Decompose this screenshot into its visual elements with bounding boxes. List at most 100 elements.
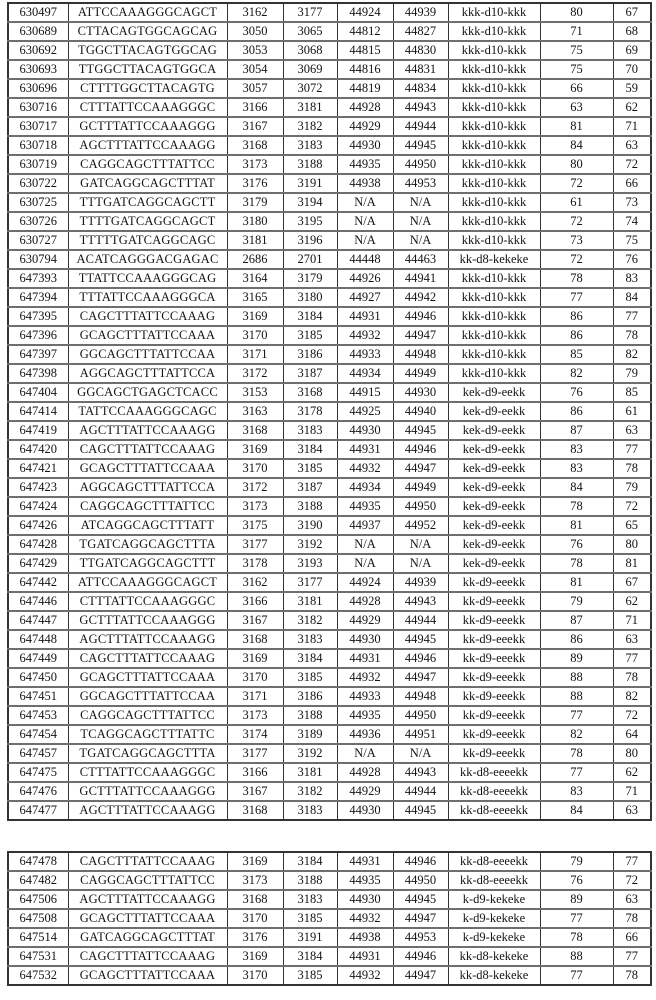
- cell-inhibition-a: 81: [539, 515, 613, 535]
- cell-inhibition-a: 72: [539, 249, 613, 269]
- cell-inhibition-b: 78: [612, 908, 651, 928]
- cell-start-site-b: N/A: [336, 211, 393, 231]
- cell-stop-site-a: 3183: [282, 889, 337, 909]
- cell-start-site-a: 3174: [226, 724, 283, 744]
- cell-inhibition-a: 77: [539, 762, 613, 782]
- cell-isis-number: 647453: [8, 705, 68, 725]
- cell-inhibition-a: 86: [539, 629, 613, 649]
- cell-inhibition-a: 87: [539, 420, 613, 440]
- cell-start-site-a: 3164: [226, 268, 283, 288]
- cell-inhibition-a: 78: [539, 743, 613, 763]
- cell-inhibition-a: 81: [539, 572, 613, 592]
- cell-stop-site-a: 3191: [282, 173, 337, 193]
- cell-start-site-a: 3057: [226, 78, 283, 98]
- cell-inhibition-a: 79: [539, 591, 613, 611]
- cell-start-site-b: 44938: [336, 927, 393, 947]
- table-row: 647447 GCTTTATTCCAAAGGG 3167 3182 44929 44944…: [8, 610, 651, 630]
- cell-sequence: CAGCTTTATTCCAAAG: [67, 306, 227, 326]
- table-row: 647429 TTGATCAGGCAGCTTT 3178 3193 N/A N/A kek-…: [8, 553, 651, 573]
- cell-inhibition-b: 81: [612, 553, 651, 573]
- cell-sequence: TCAGGCAGCTTTATTC: [67, 724, 227, 744]
- cell-stop-site-a: 3192: [282, 534, 337, 554]
- cell-inhibition-b: 72: [612, 154, 651, 174]
- cell-sequence: GGCAGCTTTATTCCAA: [67, 344, 227, 364]
- cell-start-site-b: 44931: [336, 852, 393, 871]
- cell-sequence: CAGGCAGCTTTATTCC: [67, 154, 227, 174]
- cell-chemistry-motif: kk-d8-eeeekk: [447, 870, 540, 890]
- cell-start-site-a: 3172: [226, 363, 283, 383]
- table-row: 630693 TTGGCTTACAGTGGCA 3054 3069 44816 44831…: [8, 59, 651, 79]
- cell-inhibition-a: 84: [539, 477, 613, 497]
- table-row: 647508 GCAGCTTTATTCCAAA 3170 3185 44932 44947…: [8, 908, 651, 928]
- table-row: 630727 TTTTTGATCAGGCAGC 3181 3196 N/A N/A kkk-…: [8, 230, 651, 250]
- cell-inhibition-b: 76: [612, 249, 651, 269]
- cell-sequence: ACATCAGGGACGAGAC: [67, 249, 227, 269]
- cell-inhibition-b: 77: [612, 306, 651, 326]
- cell-inhibition-a: 76: [539, 870, 613, 890]
- cell-start-site-a: 3166: [226, 97, 283, 117]
- cell-isis-number: 647447: [8, 610, 68, 630]
- cell-sequence: GCAGCTTTATTCCAAA: [67, 325, 227, 345]
- cell-start-site-b: 44931: [336, 306, 393, 326]
- cell-start-site-a: 2686: [226, 249, 283, 269]
- cell-start-site-a: 3166: [226, 591, 283, 611]
- cell-stop-site-a: 3179: [282, 268, 337, 288]
- cell-inhibition-a: 73: [539, 230, 613, 250]
- cell-stop-site-a: 3193: [282, 553, 337, 573]
- table-row: 647421 GCAGCTTTATTCCAAA 3170 3185 44932 44947…: [8, 458, 651, 478]
- cell-inhibition-b: 77: [612, 852, 651, 871]
- cell-inhibition-a: 78: [539, 496, 613, 516]
- cell-stop-site-a: 3181: [282, 762, 337, 782]
- cell-isis-number: 647451: [8, 686, 68, 706]
- cell-stop-site-b: N/A: [392, 211, 448, 231]
- cell-inhibition-a: 87: [539, 610, 613, 630]
- cell-sequence: TTTGATCAGGCAGCTT: [67, 192, 227, 212]
- cell-chemistry-motif: kek-d9-eekk: [447, 382, 540, 402]
- cell-start-site-b: N/A: [336, 230, 393, 250]
- cell-isis-number: 647404: [8, 382, 68, 402]
- cell-inhibition-b: 59: [612, 78, 651, 98]
- cell-isis-number: 647398: [8, 363, 68, 383]
- cell-stop-site-a: 3182: [282, 781, 337, 801]
- cell-chemistry-motif: k-d9-kekeke: [447, 908, 540, 928]
- cell-stop-site-a: 3068: [282, 40, 337, 60]
- cell-inhibition-b: 72: [612, 705, 651, 725]
- cell-inhibition-b: 72: [612, 870, 651, 890]
- cell-chemistry-motif: kek-d9-eekk: [447, 477, 540, 497]
- cell-chemistry-motif: kk-d8-kekeke: [447, 965, 540, 985]
- cell-isis-number: 647514: [8, 927, 68, 947]
- cell-sequence: AGCTTTATTCCAAAGG: [67, 629, 227, 649]
- cell-stop-site-b: 44945: [392, 420, 448, 440]
- cell-chemistry-motif: kk-d8-eeeekk: [447, 852, 540, 871]
- cell-isis-number: 647475: [8, 762, 68, 782]
- cell-isis-number: 647394: [8, 287, 68, 307]
- cell-start-site-b: 44930: [336, 135, 393, 155]
- cell-isis-number: 647424: [8, 496, 68, 516]
- cell-sequence: GCTTTATTCCAAAGGG: [67, 781, 227, 801]
- cell-isis-number: 647477: [8, 800, 68, 820]
- cell-stop-site-a: 2701: [282, 249, 337, 269]
- cell-isis-number: 647508: [8, 908, 68, 928]
- table-row: 630725 TTTGATCAGGCAGCTT 3179 3194 N/A N/A kkk-…: [8, 192, 651, 212]
- cell-isis-number: 630689: [8, 21, 68, 41]
- table-row: 647419 AGCTTTATTCCAAAGG 3168 3183 44930 44945…: [8, 420, 651, 440]
- cell-inhibition-b: 66: [612, 173, 651, 193]
- cell-stop-site-a: 3182: [282, 116, 337, 136]
- cell-chemistry-motif: kk-d9-eeekk: [447, 724, 540, 744]
- cell-sequence: CTTACAGTGGCAGCAG: [67, 21, 227, 41]
- cell-stop-site-a: 3177: [282, 572, 337, 592]
- cell-stop-site-b: 44950: [392, 154, 448, 174]
- cell-sequence: AGCTTTATTCCAAAGG: [67, 889, 227, 909]
- cell-stop-site-b: 44951: [392, 724, 448, 744]
- cell-inhibition-a: 75: [539, 40, 613, 60]
- cell-inhibition-b: 78: [612, 458, 651, 478]
- cell-stop-site-b: 44939: [392, 572, 448, 592]
- cell-inhibition-b: 77: [612, 439, 651, 459]
- cell-stop-site-a: 3072: [282, 78, 337, 98]
- cell-chemistry-motif: kkk-d10-kkk: [447, 78, 540, 98]
- cell-chemistry-motif: kkk-d10-kkk: [447, 173, 540, 193]
- cell-isis-number: 630718: [8, 135, 68, 155]
- cell-start-site-b: 44935: [336, 496, 393, 516]
- cell-inhibition-b: 71: [612, 116, 651, 136]
- cell-sequence: CAGCTTTATTCCAAAG: [67, 852, 227, 871]
